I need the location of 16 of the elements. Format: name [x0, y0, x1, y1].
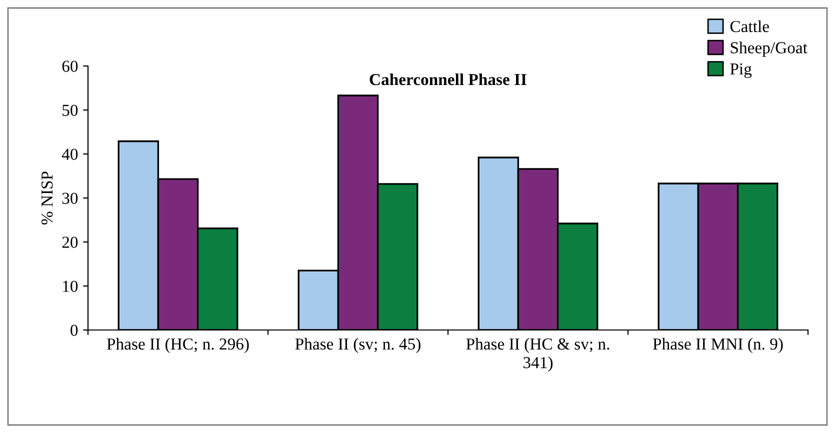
y-tick-label: 50: [62, 104, 78, 116]
chart-title: Caherconnell Phase II: [370, 73, 526, 86]
x-tick-label: Phase II (HC & sv; n. 341): [466, 338, 610, 372]
legend-label: Pig: [730, 63, 752, 78]
legend-label: Cattle: [730, 20, 769, 32]
x-tick-label: Phase II MNI (n. 9): [652, 338, 783, 354]
x-tick-label: Phase II (HC; n. 296): [106, 338, 249, 354]
x-tick-label: Phase II (sv; n. 45): [295, 338, 420, 354]
y-tick-label: 60: [62, 60, 78, 72]
y-tick-label: 40: [62, 148, 78, 160]
y-tick-label: 30: [62, 192, 78, 204]
y-tick-label: 0: [70, 324, 78, 336]
y-tick-label: 20: [62, 236, 78, 248]
y-axis-title: % NISP: [41, 172, 53, 225]
y-tick-label: 10: [63, 280, 78, 292]
legend-label: Sheep/Goat: [730, 42, 808, 57]
